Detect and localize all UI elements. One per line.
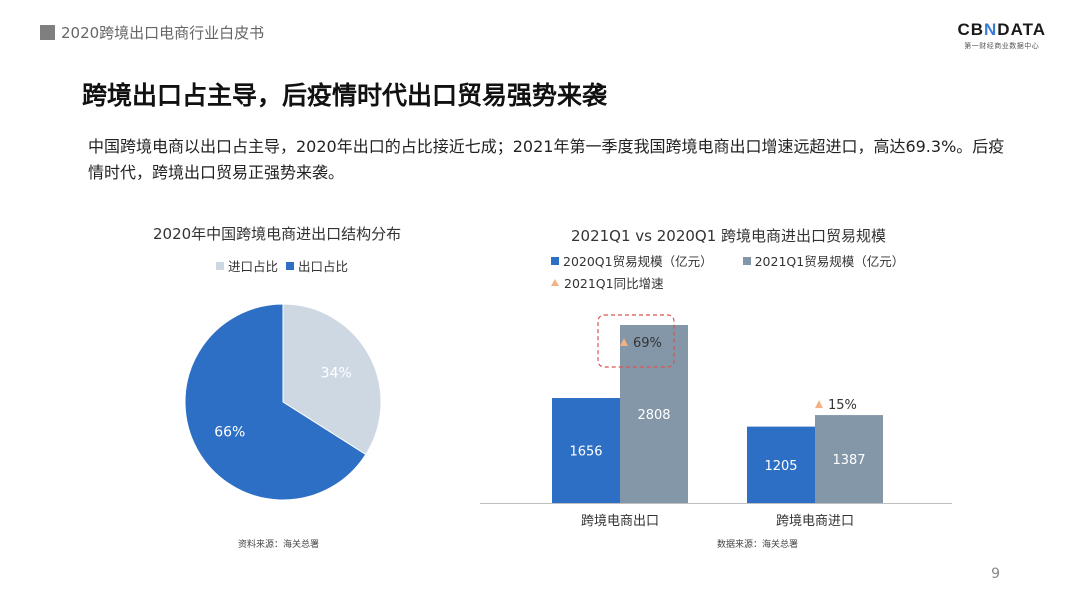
pie-chart-title: 2020年中国跨境电商进出口结构分布: [153, 225, 402, 243]
bar-legend-row1: 2020Q1贸易规模（亿元） 2021Q1贸易规模（亿元）: [551, 251, 912, 270]
category-label-export: 跨境电商出口: [581, 514, 659, 529]
growth-marker-import-icon: [815, 400, 823, 409]
growth-marker-export-icon: [620, 338, 628, 346]
bar-chart-title: 2021Q1 vs 2020Q1 跨境电商进出口贸易规模: [571, 227, 887, 245]
header-square-icon: [40, 25, 55, 40]
bar-label-export-2020q1: 1656: [569, 445, 602, 460]
bar-label-import-2021q1: 1387: [832, 453, 865, 468]
bar-label-export-2021q1: 2808: [637, 408, 670, 423]
growth-label-export: 69%: [633, 336, 662, 351]
page-title: 跨境出口占主导，后疫情时代出口贸易强势来袭: [82, 81, 608, 110]
legend-growth: 2021Q1同比增速: [551, 273, 664, 292]
pie-source: 资料来源：海关总署: [238, 540, 320, 550]
category-label-import: 跨境电商进口: [776, 514, 854, 529]
bar-source: 数据来源：海关总署: [717, 540, 799, 550]
legend-swatch-2021q1: [742, 256, 751, 265]
logo-subtitle: 第一财经商业数据中心: [964, 42, 1040, 50]
bar-chart: 1656 2808 1205 1387 69% 15% 跨境电商出口 跨境电商进…: [480, 314, 952, 529]
bar-import-2020q1: [747, 426, 815, 503]
pie-legend: 进口占比 出口占比: [216, 256, 356, 275]
legend-swatch-export: [286, 261, 295, 270]
legend-export: 出口占比: [286, 256, 348, 275]
growth-label-import: 15%: [828, 398, 857, 413]
cbndata-logo: CBNDATA 第一财经商业数据中心: [957, 20, 1046, 51]
bar-export-2020q1: [552, 398, 620, 503]
page-number: 9: [991, 566, 1000, 582]
pie-chart: 34% 66%: [184, 303, 382, 501]
pie-label-import: 34%: [321, 366, 352, 382]
intro-text: 中国跨境电商以出口占主导，2020年出口的占比接近七成；2021年第一季度我国跨…: [88, 137, 1005, 182]
bar-legend-row2: 2021Q1同比增速: [551, 273, 672, 292]
legend-swatch-2020q1: [551, 256, 559, 265]
report-title: 2020跨境出口电商行业白皮书: [61, 24, 265, 42]
legend-2021q1: 2021Q1贸易规模（亿元）: [742, 251, 904, 270]
legend-2020q1: 2020Q1贸易规模（亿元）: [551, 251, 713, 270]
legend-swatch-import: [216, 261, 224, 270]
logo-text: CBNDATA: [957, 20, 1046, 39]
pie-slice-export: [184, 303, 367, 501]
pie-slice-import: [282, 303, 382, 456]
growth-highlight-box: [597, 314, 675, 368]
bar-export-2021q1: [620, 325, 688, 503]
legend-import: 进口占比: [216, 256, 278, 275]
bar-import-2021q1: [815, 415, 883, 503]
pie-label-export: 66%: [214, 424, 245, 440]
legend-triangle-icon: [551, 279, 559, 286]
bar-label-import-2020q1: 1205: [764, 459, 797, 474]
